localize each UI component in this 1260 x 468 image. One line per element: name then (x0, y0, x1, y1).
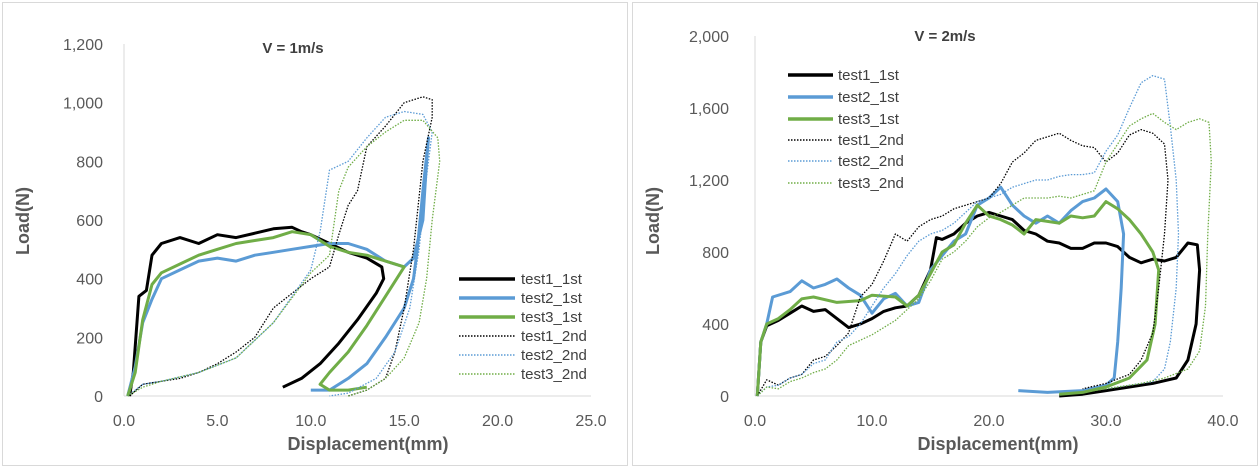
legend-label: test1_2nd (838, 132, 904, 149)
y-tick-label: 800 (702, 245, 729, 262)
x-tick-label: 0.0 (744, 413, 766, 430)
legend-label: test1_2nd (521, 328, 587, 345)
legend-label: test3_2nd (521, 366, 587, 383)
y-axis-title: Load(N) (13, 187, 33, 255)
x-tick-label: 15.0 (389, 413, 420, 430)
y-tick-label: 1,600 (689, 101, 729, 118)
series-line-test1_1st (128, 225, 386, 397)
series-line-test1_1st (755, 210, 1202, 398)
series-line-test1_2nd (756, 128, 1169, 397)
x-tick-label: 10.0 (295, 413, 326, 430)
chart-panel-v1: 0 200 400 600 800 1,000 1,200 0.0 5.0 10.0 15.0 20.… (2, 2, 628, 466)
x-tick-label: 40.0 (1207, 413, 1238, 430)
series-line-test3_2nd (127, 119, 441, 397)
y-tick-label: 1,000 (63, 96, 103, 113)
series-line-test2_2nd (127, 110, 433, 397)
y-tick-label: 0 (94, 389, 103, 406)
series-line-test3_1st (126, 230, 406, 397)
series-line-test3_2nd (756, 112, 1212, 397)
legend-label: test3_1st (521, 309, 583, 326)
y-tick-label: 200 (76, 330, 103, 347)
x-tick-label: 20.0 (482, 413, 513, 430)
x-tick-label: 25.0 (575, 413, 606, 430)
series-line-test1_2nd (129, 96, 433, 397)
series-line-test3_1st (755, 200, 1161, 397)
y-tick-label: 600 (76, 213, 103, 230)
y-tick-label: 1,200 (63, 37, 103, 54)
y-tick-label: 2,000 (689, 29, 729, 46)
series-line-test2_2nd (756, 74, 1180, 397)
legend-label: test2_1st (838, 89, 900, 106)
legend-label: test3_1st (838, 111, 900, 128)
y-tick-label: 800 (76, 154, 103, 171)
legend-label: test2_2nd (521, 347, 587, 364)
x-tick-label: 30.0 (1090, 413, 1121, 430)
y-tick-label: 0 (720, 389, 729, 406)
y-tick-label: 400 (702, 317, 729, 334)
legend-label: test1_1st (838, 67, 900, 84)
chart-v2: 0 400 800 1,200 1,600 2,000 0.0 10.0 20.0 30.0 40.… (643, 28, 1239, 454)
x-axis-title: Displacement(mm) (287, 434, 448, 454)
legend-label: test1_1st (521, 271, 583, 288)
legend-label: test2_1st (521, 290, 583, 307)
x-tick-label: 20.0 (973, 413, 1004, 430)
chart-panel-v2: 0 400 800 1,200 1,600 2,000 0.0 10.0 20.0 30.0 40.… (632, 2, 1258, 466)
legend-label: test2_2nd (838, 153, 904, 170)
x-tick-label: 5.0 (206, 413, 228, 430)
y-tick-label: 400 (76, 272, 103, 289)
legend-label: test3_2nd (838, 175, 904, 192)
y-tick-label: 1,200 (689, 173, 729, 190)
chart-title: V = 2m/s (914, 28, 975, 45)
y-axis-title: Load(N) (643, 187, 663, 255)
chart-title: V = 1m/s (262, 40, 323, 57)
x-tick-label: 10.0 (856, 413, 887, 430)
chart-v1: 0 200 400 600 800 1,000 1,200 0.0 5.0 10.0 15.0 20.… (13, 37, 607, 454)
x-axis-title: Displacement(mm) (917, 434, 1078, 454)
x-tick-label: 0.0 (113, 413, 135, 430)
